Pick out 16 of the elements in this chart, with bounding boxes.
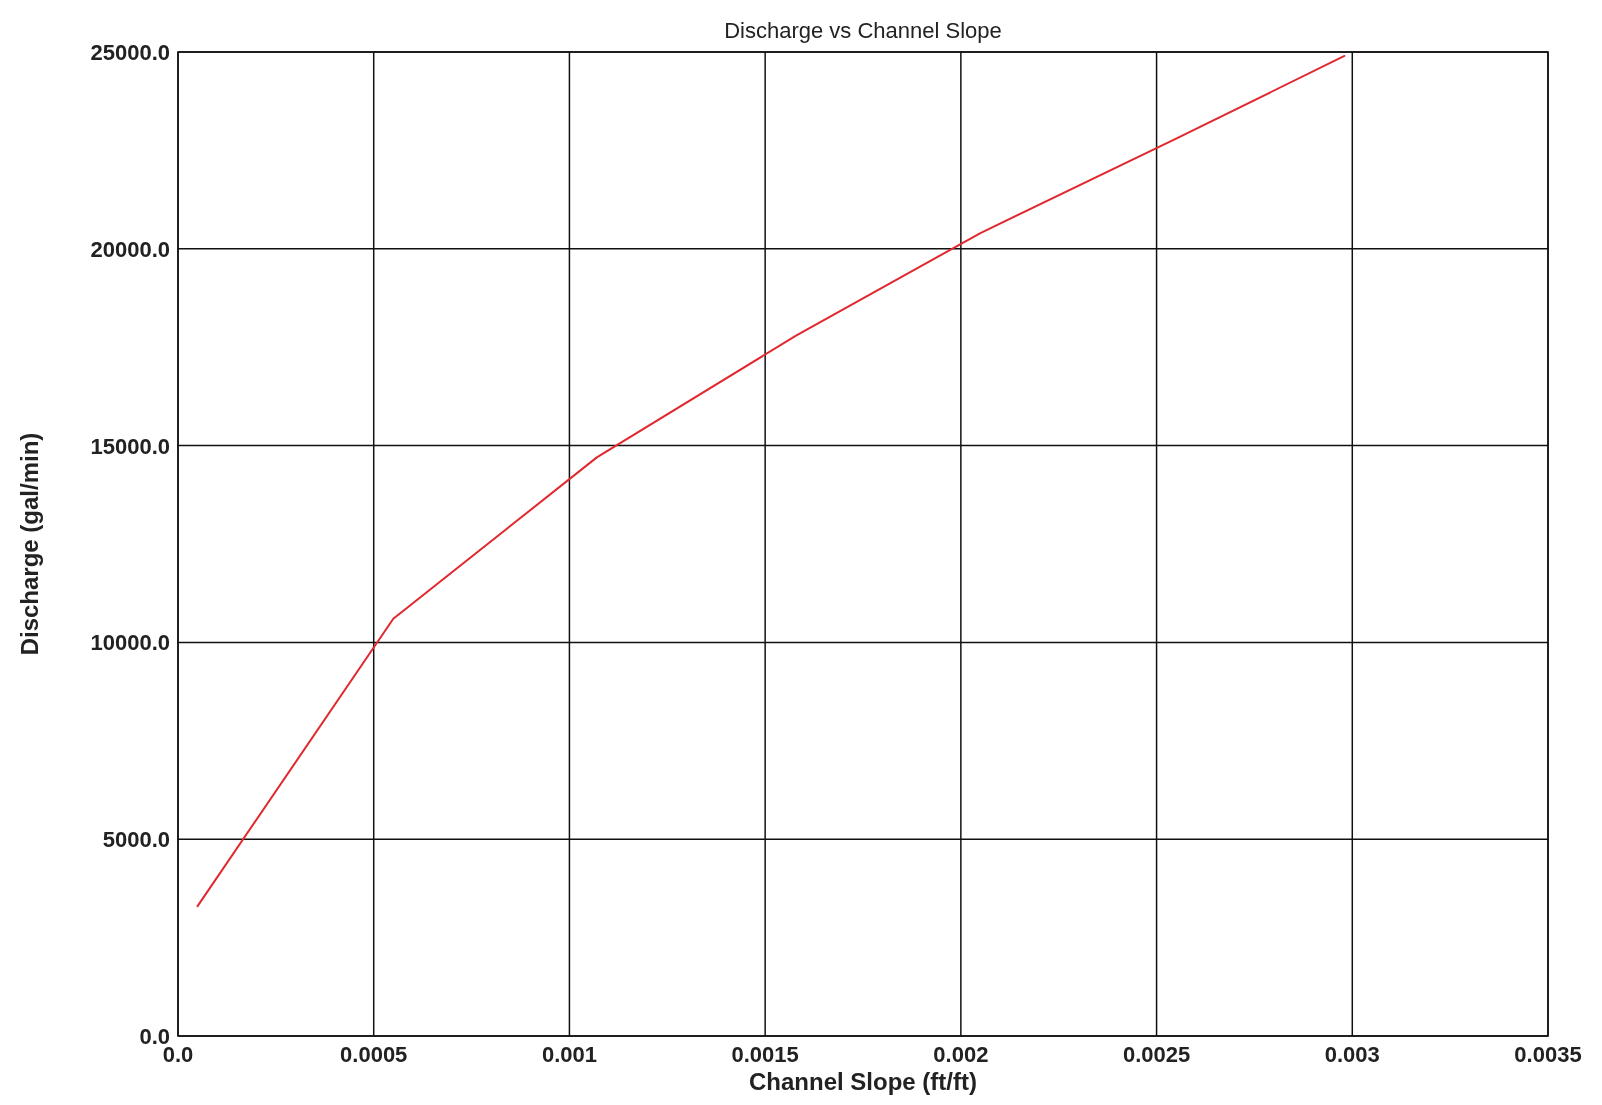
y-tick-label: 20000.0 [90, 236, 170, 262]
line-series [196, 54, 1346, 908]
x-tick-label: 0.0025 [1122, 1042, 1191, 1067]
y-tick-label: 10000.0 [90, 630, 170, 656]
chart-title: Discharge vs Channel Slope [724, 18, 1002, 43]
x-tick-label: 0.003 [1324, 1042, 1380, 1067]
y-axis-title: Discharge (gal/min) [16, 432, 43, 656]
x-tick-label: 0.0005 [340, 1042, 408, 1067]
x-axis-title: Channel Slope (ft/ft) [749, 1068, 977, 1095]
x-tick-label: 0.001 [541, 1042, 597, 1067]
y-tick-label: 5000.0 [102, 827, 170, 853]
x-tick-label: 0.002 [933, 1042, 989, 1067]
y-tick-label: 25000.0 [90, 40, 170, 65]
x-tick-label: 0.0015 [731, 1042, 799, 1067]
y-tick-label: 15000.0 [90, 433, 170, 459]
x-tick-label: 0.0035 [1514, 1042, 1582, 1067]
